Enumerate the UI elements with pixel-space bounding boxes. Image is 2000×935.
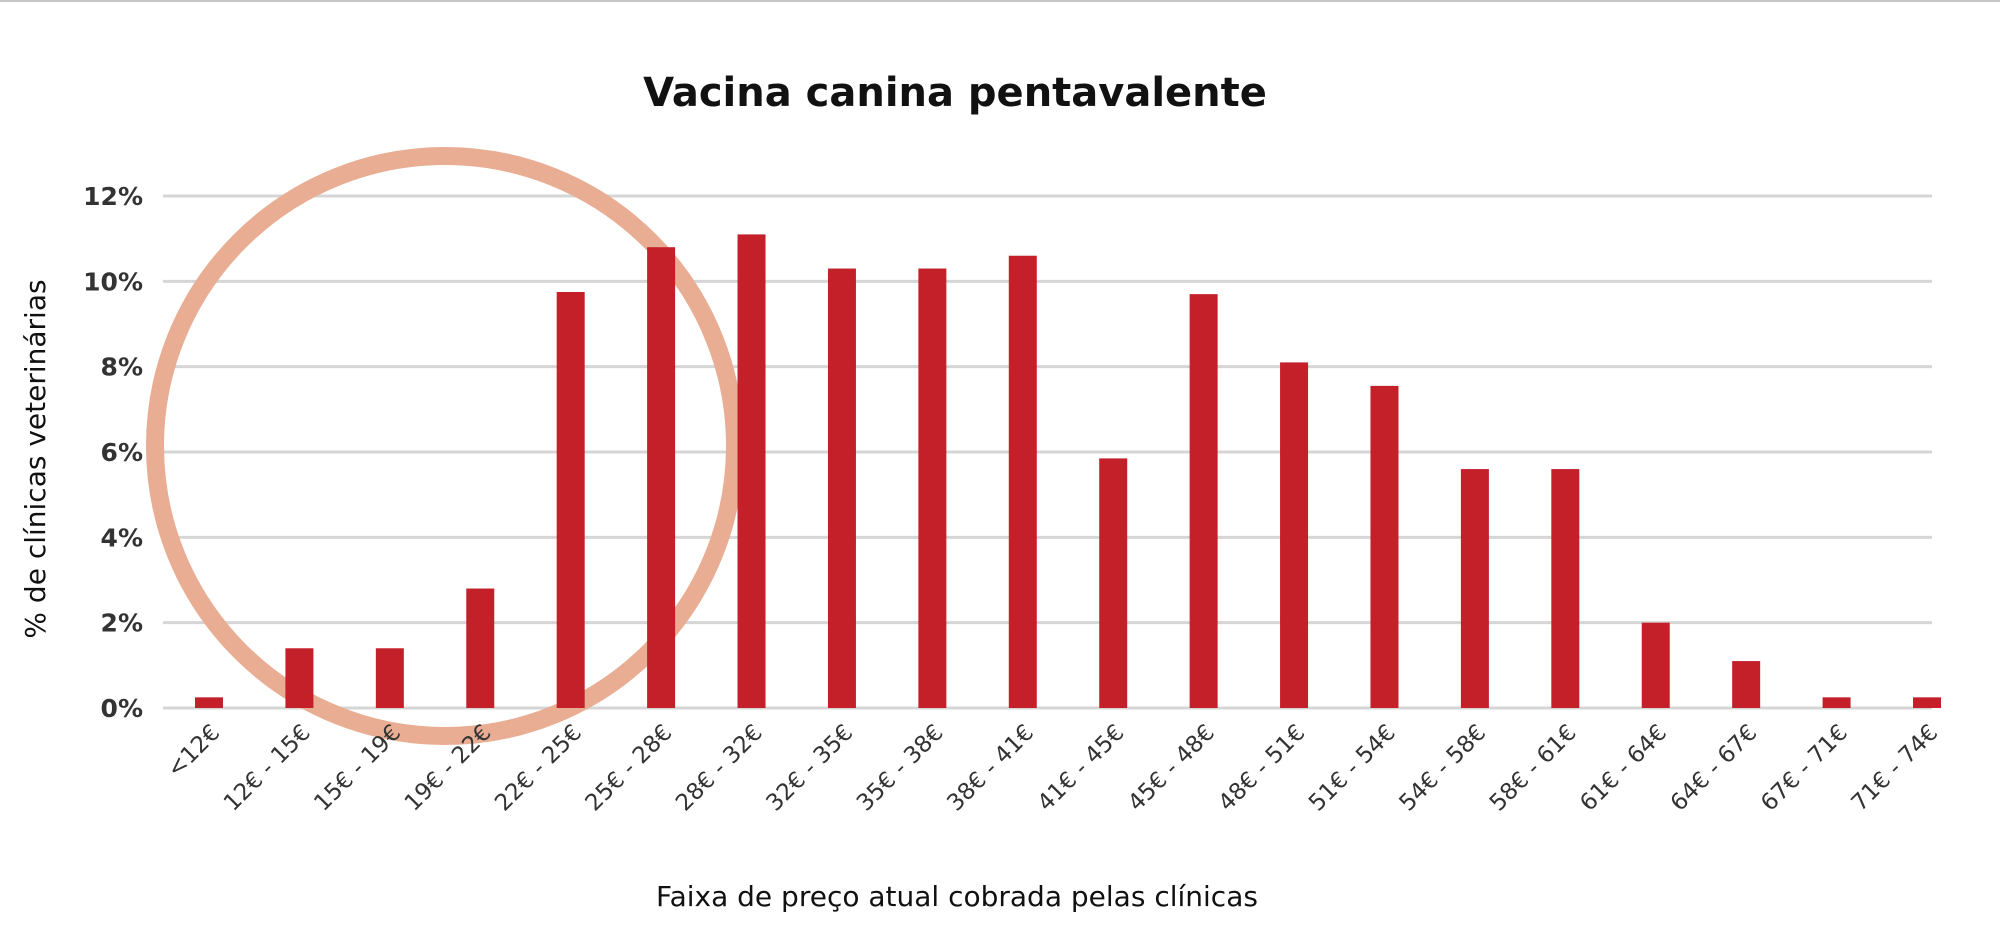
bar xyxy=(375,648,404,708)
bar xyxy=(827,268,856,708)
x-tick-label: 71€ - 74€ xyxy=(1847,720,1944,817)
x-tick-label: 61€ - 64€ xyxy=(1575,720,1672,817)
x-tick-label: 32€ - 35€ xyxy=(762,720,859,817)
highlight-circle xyxy=(146,147,744,745)
bar xyxy=(918,268,947,708)
bar xyxy=(1822,697,1851,708)
y-tick-label: 0% xyxy=(101,694,143,723)
bar xyxy=(195,697,223,708)
y-tick-label: 8% xyxy=(101,353,143,382)
x-tick-label: 12€ - 15€ xyxy=(219,720,316,817)
x-tick-label: 45€ - 48€ xyxy=(1123,720,1220,817)
bar xyxy=(1370,385,1399,708)
bar xyxy=(285,648,314,708)
x-tick-label: 58€ - 61€ xyxy=(1485,720,1582,817)
x-tick-label: 35€ - 38€ xyxy=(852,720,949,817)
x-tick-label: 54€ - 58€ xyxy=(1394,720,1491,817)
bar xyxy=(1460,469,1489,708)
x-tick-label: 28€ - 32€ xyxy=(671,720,768,817)
bar xyxy=(1732,661,1761,708)
x-tick-label: 41€ - 45€ xyxy=(1033,720,1130,817)
bar xyxy=(466,588,495,708)
bar xyxy=(556,292,585,708)
bar xyxy=(1913,697,1941,708)
y-tick-label: 4% xyxy=(101,523,143,552)
x-tick-label: 38€ - 41€ xyxy=(942,720,1039,817)
chart-title: Vacina canina pentavalente xyxy=(643,70,1267,116)
y-tick-label: 10% xyxy=(83,267,143,296)
x-axis-label: Faixa de preço atual cobrada pelas clíni… xyxy=(656,880,1258,913)
bar xyxy=(1280,362,1309,708)
x-tick-label: 64€ - 67€ xyxy=(1666,720,1763,817)
x-tick-label: 15€ - 19€ xyxy=(309,720,406,817)
bar xyxy=(647,247,676,708)
bar xyxy=(737,234,766,708)
x-tick-label: 48€ - 51€ xyxy=(1214,720,1311,817)
x-tick-label: 67€ - 71€ xyxy=(1756,720,1853,817)
bar xyxy=(1099,458,1128,708)
bar xyxy=(1641,622,1670,708)
x-tick-label: 51€ - 54€ xyxy=(1304,720,1401,817)
bar xyxy=(1008,255,1037,708)
x-tick-label: 25€ - 28€ xyxy=(581,720,678,817)
bar xyxy=(1551,469,1580,708)
y-tick-label: 2% xyxy=(101,609,143,638)
y-tick-label: 12% xyxy=(83,182,143,211)
y-tick-label: 6% xyxy=(101,438,143,467)
y-axis-label: % de clínicas veterinárias xyxy=(19,279,52,638)
x-tick-label: <12€ xyxy=(162,720,225,783)
top-border xyxy=(0,0,2000,2)
bar xyxy=(1189,294,1218,708)
